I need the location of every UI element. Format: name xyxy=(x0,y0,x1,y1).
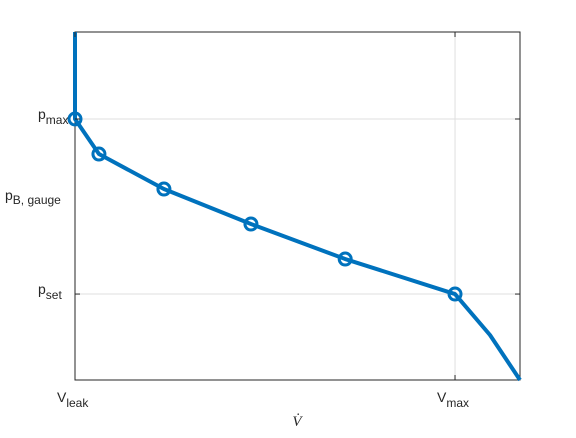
data-line xyxy=(73,32,522,382)
marker xyxy=(243,216,259,232)
x-axis-label: V̇ xyxy=(292,414,303,430)
y-label-sub: B, gauge xyxy=(13,193,61,207)
tick-label-main: V xyxy=(57,389,67,405)
tick-label-sub: max xyxy=(46,113,69,127)
tick-label-main: p xyxy=(38,106,46,122)
marker xyxy=(447,286,463,302)
tick-label-sub: max xyxy=(446,396,469,410)
marker xyxy=(91,146,107,162)
tick-label-sub: set xyxy=(46,288,63,302)
marker xyxy=(337,251,353,267)
y-axis-label: pB, gauge xyxy=(5,187,61,207)
plot-area xyxy=(67,32,522,382)
tick-label: pset xyxy=(38,281,62,302)
y-label-main: p xyxy=(5,187,13,203)
tick-label: Vmax xyxy=(437,389,469,410)
marker xyxy=(156,181,172,197)
axes-box xyxy=(74,31,521,381)
tick-label: pmax xyxy=(38,106,68,127)
tick-label-sub: leak xyxy=(66,396,89,410)
tick-label-main: V xyxy=(437,389,447,405)
marker xyxy=(67,111,83,127)
tick-label: Vleak xyxy=(57,389,89,410)
tick-label-main: p xyxy=(38,281,46,297)
